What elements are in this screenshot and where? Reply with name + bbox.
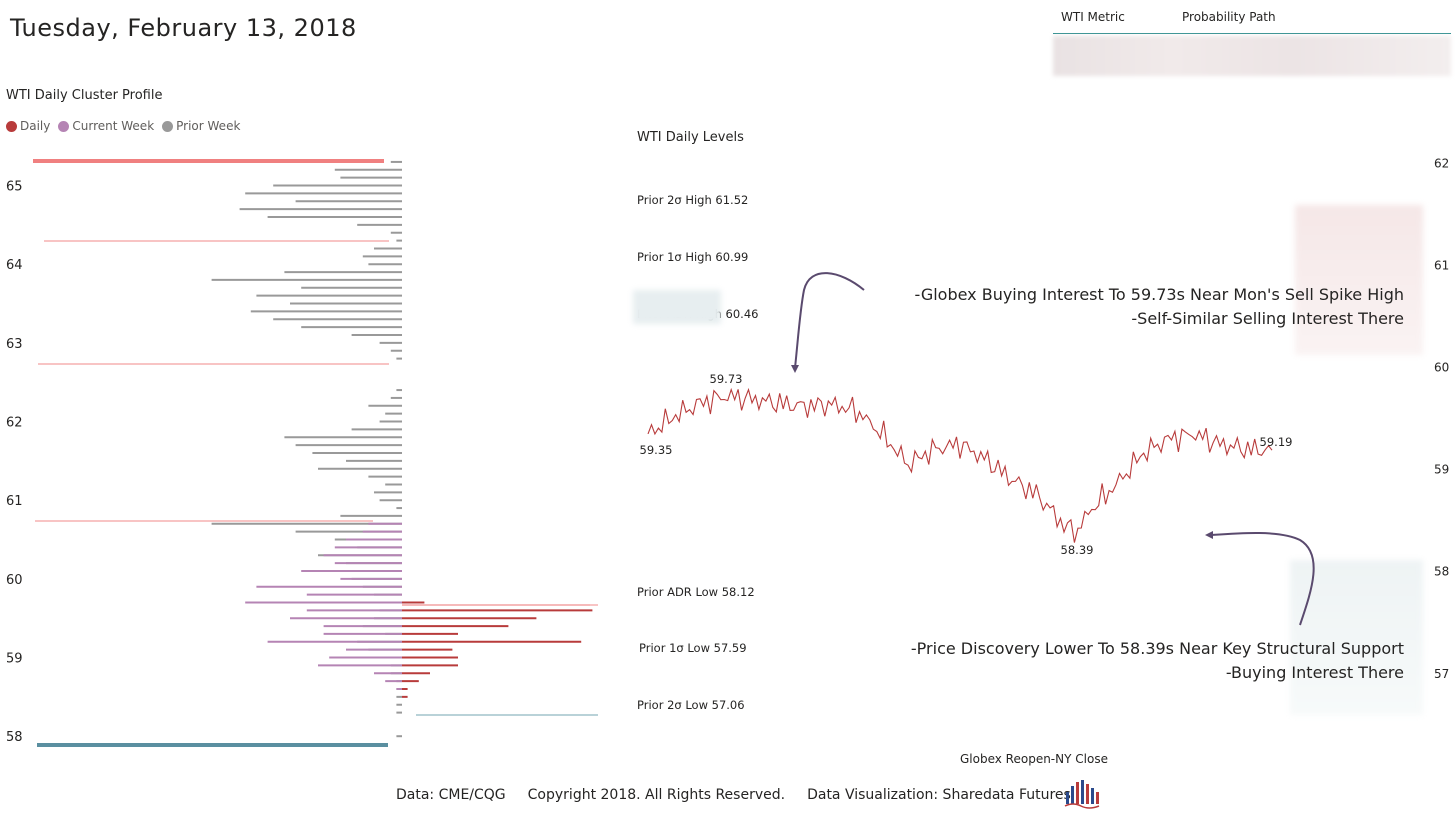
annotation-line: -Price Discovery Lower To 58.39s Near Ke…	[910, 639, 1404, 658]
levels-title: WTI Daily Levels	[637, 130, 744, 145]
footer: Data: CME/CQG Copyright 2018. All Rights…	[396, 787, 1071, 803]
level-prior-1sigma-high: Prior 1σ High 60.99	[637, 250, 749, 264]
price-path-chart: 62 61 60 59 58 57 59.35 59.73 58.39 59.19	[640, 156, 1450, 681]
annotation-line: -Self-Similar Selling Interest There	[1131, 309, 1404, 328]
legend-item-daily[interactable]: Daily	[6, 119, 50, 133]
level-prior-2sigma-high: Prior 2σ High 61.52	[637, 193, 749, 207]
price-data-label: 59.35	[640, 443, 673, 457]
legend-label: Current Week	[72, 119, 155, 133]
price-y-tick: 58	[1434, 565, 1449, 579]
legend-label: Prior Week	[176, 119, 241, 133]
legend-dot-daily	[6, 120, 17, 132]
price-series-line	[647, 387, 1273, 543]
profile-y-tick: 65	[6, 180, 23, 195]
legend-label: Daily	[20, 119, 51, 133]
blurred-shading	[633, 290, 721, 324]
profile-y-tick: 63	[6, 337, 23, 352]
legend-item-current-week[interactable]: Current Week	[58, 119, 154, 133]
price-y-tick: 62	[1434, 156, 1449, 170]
legend-dot-current-week	[58, 120, 70, 132]
level-prior-2sigma-low: Prior 2σ Low 57.06	[637, 698, 745, 712]
level-prior-adr-low: Prior ADR Low 58.12	[637, 585, 755, 599]
price-y-tick: 61	[1434, 258, 1449, 272]
annotation-line: -Buying Interest There	[1225, 663, 1404, 682]
profile-legend: Daily Current Week Prior Week	[6, 119, 240, 133]
annotation-price-discovery: -Price Discovery Lower To 58.39s Near Ke…	[911, 637, 1404, 685]
annotation-arrow-bottom	[1205, 531, 1315, 626]
annotation-buying-interest: -Globex Buying Interest To 59.73s Near M…	[914, 283, 1404, 331]
profile-y-tick: 64	[6, 258, 23, 273]
price-data-label: 59.19	[1260, 435, 1293, 449]
page-title: Tuesday, February 13, 2018	[10, 14, 357, 42]
blurred-shading-high	[1295, 205, 1423, 355]
profile-title: WTI Daily Cluster Profile	[6, 88, 163, 103]
legend-dot-prior-week	[162, 120, 174, 132]
sharedata-logo-icon	[1064, 780, 1100, 809]
footer-source: Data: CME/CQG	[396, 787, 506, 803]
price-y-tick: 60	[1434, 361, 1449, 375]
legend-item-prior-week[interactable]: Prior Week	[162, 119, 240, 133]
price-data-label: 58.39	[1061, 543, 1094, 557]
profile-y-tick: 62	[6, 416, 23, 431]
x-axis-label: Globex Reopen-NY Close	[960, 752, 1108, 766]
blurred-table-body	[1053, 36, 1451, 76]
annotation-line: -Globex Buying Interest To 59.73s Near M…	[914, 285, 1404, 304]
level-prior-1sigma-low: Prior 1σ Low 57.59	[639, 641, 747, 655]
profile-y-tick: 59	[6, 652, 23, 667]
profile-y-tick: 58	[6, 730, 23, 745]
price-y-tick: 57	[1434, 667, 1449, 681]
footer-copyright: Copyright 2018. All Rights Reserved.	[527, 787, 786, 803]
profile-y-tick: 60	[6, 573, 23, 588]
price-y-tick: 59	[1434, 463, 1449, 477]
footer-credit: Data Visualization: Sharedata Futures	[807, 787, 1071, 803]
price-data-label: 59.73	[710, 372, 743, 386]
cluster-profile-chart: 65 64 63 62 61 60 59 58	[6, 159, 598, 747]
annotation-arrow-top	[791, 272, 865, 373]
column-header-metric[interactable]: WTI Metric	[1061, 10, 1125, 24]
profile-y-tick: 61	[6, 494, 23, 509]
column-header-probability-path[interactable]: Probability Path	[1182, 10, 1276, 24]
header-divider	[1053, 33, 1451, 34]
metric-table-header: WTI Metric Probability Path	[1053, 0, 1451, 76]
